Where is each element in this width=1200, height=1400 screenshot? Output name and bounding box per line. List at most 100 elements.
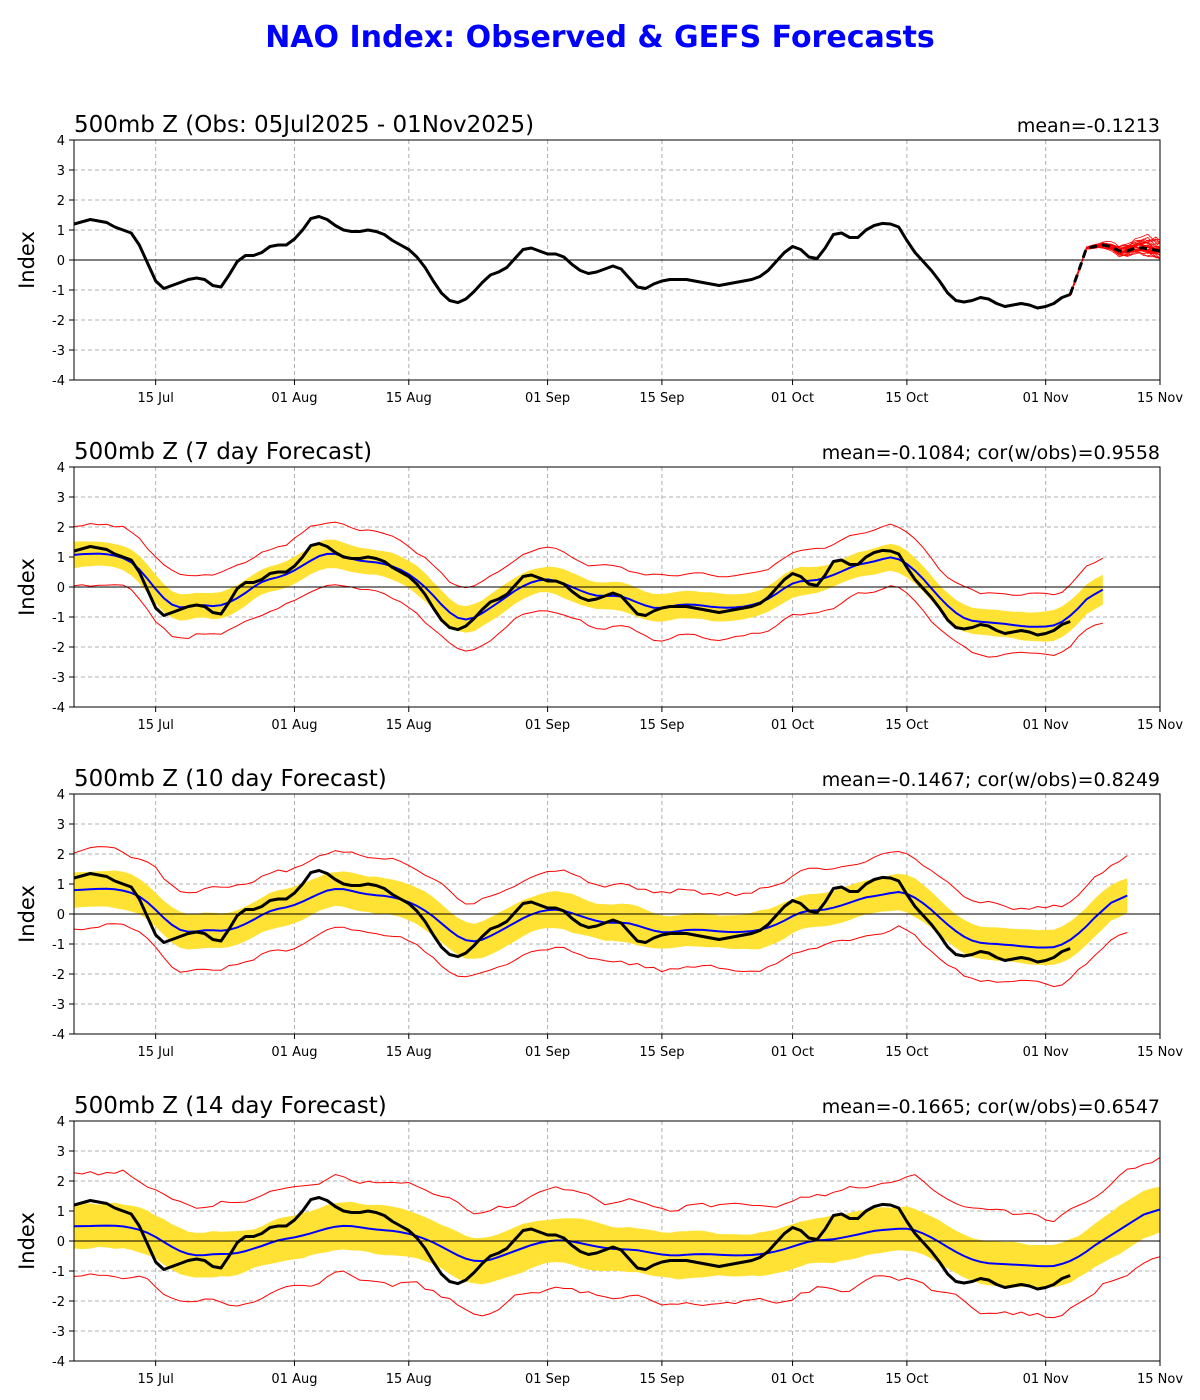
x-tick-label: 15 Nov bbox=[1137, 391, 1183, 406]
y-tick-label: -4 bbox=[52, 1028, 65, 1043]
y-tick-label: 1 bbox=[57, 551, 65, 566]
x-tick-label: 01 Aug bbox=[271, 1045, 317, 1060]
y-tick-label: 3 bbox=[57, 491, 65, 506]
panel-title: 500mb Z (Obs: 05Jul2025 - 01Nov2025) bbox=[74, 112, 534, 138]
y-tick-label: 2 bbox=[57, 848, 65, 863]
y-tick-label: 1 bbox=[57, 878, 65, 893]
x-tick-label: 15 Oct bbox=[885, 1045, 928, 1060]
panel-stats: mean=-0.1213 bbox=[1017, 115, 1160, 137]
y-tick-label: -4 bbox=[52, 701, 65, 716]
y-tick-label: 4 bbox=[57, 134, 65, 149]
x-tick-label: 01 Nov bbox=[1023, 1045, 1069, 1060]
y-tick-label: 0 bbox=[57, 254, 65, 269]
y-tick-label: 2 bbox=[57, 1175, 65, 1190]
y-tick-label: -1 bbox=[52, 1265, 65, 1280]
ensemble-max-line bbox=[74, 846, 1128, 911]
x-tick-label: 15 Aug bbox=[386, 1372, 432, 1387]
y-tick-label: 1 bbox=[57, 224, 65, 239]
figure-title: NAO Index: Observed & GEFS Forecasts bbox=[265, 20, 935, 55]
x-tick-label: 01 Oct bbox=[771, 1372, 814, 1387]
plot-area bbox=[74, 846, 1160, 988]
x-tick-label: 01 Sep bbox=[525, 391, 570, 406]
x-tick-label: 15 Nov bbox=[1137, 1372, 1183, 1387]
ensemble-max-line bbox=[74, 1157, 1160, 1223]
x-tick-label: 15 Aug bbox=[386, 391, 432, 406]
x-tick-label: 01 Sep bbox=[525, 1372, 570, 1387]
x-tick-label: 01 Aug bbox=[271, 1372, 317, 1387]
x-tick-label: 15 Jul bbox=[137, 391, 173, 406]
x-tick-label: 15 Nov bbox=[1137, 1045, 1183, 1060]
x-tick-label: 15 Sep bbox=[639, 391, 684, 406]
x-tick-label: 15 Oct bbox=[885, 1372, 928, 1387]
chart-panel-1: -4 -3 -2 -1 0 1 2 3 4 15 Jul 01 Aug 15 Aug 01 Sep 15 … bbox=[15, 112, 1183, 406]
y-tick-label: 4 bbox=[57, 461, 65, 476]
y-tick-label: -1 bbox=[52, 611, 65, 626]
y-tick-label: -2 bbox=[52, 641, 65, 656]
x-tick-label: 15 Sep bbox=[639, 1045, 684, 1060]
plot-area bbox=[74, 215, 1160, 310]
x-tick-label: 15 Oct bbox=[885, 391, 928, 406]
y-tick-label: 0 bbox=[57, 908, 65, 923]
ensemble-min-line bbox=[74, 584, 1103, 658]
y-tick-label: 2 bbox=[57, 521, 65, 536]
forecast-mean-line bbox=[1068, 243, 1160, 296]
y-axis-label: Index bbox=[15, 558, 39, 616]
y-tick-label: -3 bbox=[52, 671, 65, 686]
y-tick-label: -4 bbox=[52, 1355, 65, 1370]
panel-stats: mean=-0.1665; cor(w/obs)=0.6547 bbox=[822, 1096, 1160, 1118]
observed-line bbox=[74, 215, 1071, 310]
x-tick-label: 15 Sep bbox=[639, 718, 684, 733]
panel-title: 500mb Z (10 day Forecast) bbox=[74, 766, 387, 792]
panel-title: 500mb Z (14 day Forecast) bbox=[74, 1093, 387, 1119]
panel-stats: mean=-0.1084; cor(w/obs)=0.9558 bbox=[822, 442, 1160, 464]
x-tick-label: 01 Oct bbox=[771, 718, 814, 733]
x-tick-label: 01 Sep bbox=[525, 718, 570, 733]
y-tick-label: -1 bbox=[52, 938, 65, 953]
ensemble-min-line bbox=[74, 923, 1128, 988]
chart-panel-4: -4 -3 -2 -1 0 1 2 3 4 15 Jul 01 Aug 15 Aug 01 Sep 15 … bbox=[15, 1093, 1183, 1387]
x-tick-label: 15 Oct bbox=[885, 718, 928, 733]
observed-line bbox=[74, 1196, 1071, 1291]
y-tick-label: -2 bbox=[52, 968, 65, 983]
x-tick-label: 15 Jul bbox=[137, 1372, 173, 1387]
observed-line bbox=[74, 869, 1071, 964]
y-tick-label: 1 bbox=[57, 1205, 65, 1220]
y-tick-label: 0 bbox=[57, 581, 65, 596]
y-tick-label: 2 bbox=[57, 194, 65, 209]
x-tick-label: 15 Aug bbox=[386, 718, 432, 733]
y-tick-label: -2 bbox=[52, 1295, 65, 1310]
x-tick-label: 01 Sep bbox=[525, 1045, 570, 1060]
y-tick-label: 3 bbox=[57, 164, 65, 179]
ensemble-mean-line bbox=[74, 552, 1104, 628]
y-tick-label: -3 bbox=[52, 1325, 65, 1340]
y-axis-label: Index bbox=[15, 885, 39, 943]
y-tick-label: 4 bbox=[57, 788, 65, 803]
panel-stats: mean=-0.1467; cor(w/obs)=0.8249 bbox=[822, 769, 1160, 791]
x-tick-label: 01 Aug bbox=[271, 718, 317, 733]
x-tick-label: 15 Nov bbox=[1137, 718, 1183, 733]
y-tick-label: -4 bbox=[52, 374, 65, 389]
x-tick-label: 15 Sep bbox=[639, 1372, 684, 1387]
ensemble-spread-band bbox=[74, 870, 1128, 966]
y-axis-label: Index bbox=[15, 1212, 39, 1270]
x-tick-label: 01 Oct bbox=[771, 391, 814, 406]
x-tick-label: 01 Nov bbox=[1023, 1372, 1069, 1387]
y-axis-label: Index bbox=[15, 231, 39, 289]
plot-area bbox=[74, 1157, 1160, 1319]
chart-panel-3: -4 -3 -2 -1 0 1 2 3 4 15 Jul 01 Aug 15 Aug 01 Sep 15 … bbox=[15, 766, 1183, 1060]
observed-line bbox=[74, 542, 1071, 637]
x-tick-label: 15 Jul bbox=[137, 1045, 173, 1060]
x-tick-label: 01 Oct bbox=[771, 1045, 814, 1060]
x-tick-label: 15 Jul bbox=[137, 718, 173, 733]
chart-panel-2: -4 -3 -2 -1 0 1 2 3 4 15 Jul 01 Aug 15 Aug 01 Sep 15 … bbox=[15, 439, 1183, 733]
y-tick-label: -3 bbox=[52, 344, 65, 359]
plot-area bbox=[74, 521, 1160, 658]
ensemble-min-line bbox=[74, 1256, 1160, 1319]
y-tick-label: 4 bbox=[57, 1115, 65, 1130]
x-tick-label: 15 Aug bbox=[386, 1045, 432, 1060]
x-tick-label: 01 Nov bbox=[1023, 718, 1069, 733]
x-tick-label: 01 Nov bbox=[1023, 391, 1069, 406]
ensemble-spread-band bbox=[74, 539, 1103, 642]
y-tick-label: -1 bbox=[52, 284, 65, 299]
x-tick-label: 01 Aug bbox=[271, 391, 317, 406]
